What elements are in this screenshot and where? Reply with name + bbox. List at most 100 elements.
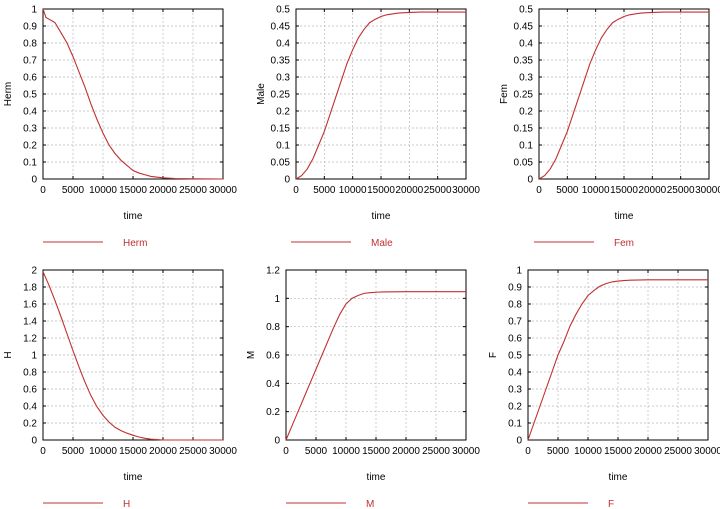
chart-2-x-tick-label: 0 (293, 185, 299, 196)
chart-3-y-tick-label: 0.3 (519, 73, 533, 84)
chart-5-series-line-1 (285, 291, 466, 441)
chart-2-y-tick-label: 0.1 (276, 141, 290, 152)
chart-6-x-tick-label: 30000 (694, 446, 720, 457)
chart-5-x-tick-label: 25000 (422, 446, 450, 457)
chart-6-x-tick-label: 5000 (547, 446, 570, 457)
chart-1: 0 5000 10000 15000 20000 25000 30000 0 0.1 0.2 0.3… (3, 5, 237, 250)
chart-2-x-tick-label: 30000 (452, 185, 480, 196)
chart-5-x-tick-label: 0 (283, 446, 289, 457)
chart-6-y-tick-label: 0.8 (508, 300, 522, 311)
chart-6-y-tick-label: 0.5 (508, 351, 522, 362)
chart-4-x-tick-label: 15000 (119, 446, 147, 457)
chart-1-y-tick-label: 0.2 (23, 141, 37, 152)
chart-3-y-tick-label: 0.15 (514, 124, 534, 135)
chart-3-x-tick-label: 30000 (695, 185, 720, 196)
chart-1-series-line-1 (42, 8, 224, 180)
chart-3-y-tick-label: 0.05 (514, 158, 534, 169)
chart-5-x-tick-label: 10000 (332, 446, 360, 457)
chart-6-x-tick-label: 25000 (664, 446, 692, 457)
chart-5-y-tick-label: 1.2 (266, 266, 280, 277)
chart-6-y-axis-label: F (488, 352, 499, 358)
chart-6-series-line-1 (527, 279, 708, 441)
chart-2-series-line-1 (295, 11, 466, 180)
chart-4-y-tick-label: 1.2 (23, 334, 37, 345)
chart-5-y-tick-label: 0.2 (266, 407, 280, 418)
chart-5-x-tick-label: 15000 (362, 446, 390, 457)
chart-1-y-tick-label: 1 (31, 5, 37, 16)
chart-1-y-tick-label: 0.9 (23, 22, 37, 33)
chart-2-y-tick-label: 0.25 (271, 90, 291, 101)
chart-4-y-tick-label: 0 (31, 436, 37, 447)
chart-4-x-tick-label: 20000 (149, 446, 177, 457)
chart-3-y-tick-label: 0.2 (519, 107, 533, 118)
chart-3-y-tick-label: 0.45 (514, 22, 534, 33)
chart-3-x-tick-label: 5000 (556, 185, 579, 196)
chart-1-x-tick-label: 25000 (179, 185, 207, 196)
chart-1-y-tick-label: 0.8 (23, 39, 37, 50)
chart-2-x-tick-label: 20000 (395, 185, 423, 196)
chart-5-x-tick-label: 30000 (452, 446, 480, 457)
chart-6-y-tick-label: 0.6 (508, 334, 522, 345)
chart-2-x-tick-label: 15000 (367, 185, 395, 196)
chart-3-x-tick-label: 25000 (667, 185, 695, 196)
chart-2-y-tick-label: 0.45 (271, 22, 291, 33)
chart-2-y-tick-label: 0.15 (271, 124, 291, 135)
chart-5-y-tick-label: 0.8 (266, 322, 280, 333)
chart-2-y-tick-label: 0.4 (276, 39, 290, 50)
chart-3-y-axis-label: Fem (499, 84, 510, 104)
chart-1-x-tick-label: 20000 (149, 185, 177, 196)
chart-2-x-tick-label: 25000 (424, 185, 452, 196)
chart-3-x-tick-label: 15000 (610, 185, 638, 196)
chart-3-y-tick-label: 0.5 (519, 5, 533, 16)
chart-1-y-tick-label: 0.1 (23, 158, 37, 169)
chart-3-x-tick-label: 20000 (638, 185, 666, 196)
chart-1-y-tick-label: 0.7 (23, 56, 37, 67)
chart-1-y-tick-label: 0 (31, 175, 37, 186)
chart-6-y-tick-label: 0.9 (508, 283, 522, 294)
chart-5-y-tick-label: 0.6 (266, 351, 280, 362)
chart-1-x-tick-label: 5000 (62, 185, 85, 196)
chart-6-y-tick-label: 0 (516, 436, 522, 447)
chart-2-y-tick-label: 0.2 (276, 107, 290, 118)
chart-6-y-tick-label: 0.2 (508, 402, 522, 413)
chart-5-x-tick-label: 5000 (305, 446, 328, 457)
chart-6-y-tick-label: 0.1 (508, 419, 522, 430)
chart-4-y-axis-label: H (3, 351, 14, 358)
chart-1-y-tick-label: 0.3 (23, 124, 37, 135)
chart-2-x-axis-label: time (372, 211, 391, 222)
chart-4-x-tick-label: 0 (40, 446, 46, 457)
chart-2-y-tick-label: 0.35 (271, 56, 291, 67)
chart-6-y-tick-label: 0.7 (508, 317, 522, 328)
chart-6-y-tick-label: 0.4 (508, 368, 522, 379)
chart-3-x-tick-label: 10000 (582, 185, 610, 196)
chart-4-y-tick-label: 0.2 (23, 419, 37, 430)
chart-2-y-tick-label: 0.3 (276, 73, 290, 84)
chart-1-legend-label: Herm (123, 238, 147, 249)
chart-1-x-tick-label: 15000 (119, 185, 147, 196)
chart-3-series-line-1 (538, 11, 709, 180)
chart-4-x-tick-label: 10000 (89, 446, 117, 457)
chart-1-y-tick-label: 0.6 (23, 73, 37, 84)
chart-2-y-tick-label: 0.5 (276, 5, 290, 16)
chart-4-x-tick-label: 25000 (179, 446, 207, 457)
chart-6-x-tick-label: 10000 (574, 446, 602, 457)
chart-4-legend-label: H (123, 499, 130, 509)
chart-1-y-tick-label: 0.5 (23, 90, 37, 101)
chart-3-y-tick-label: 0.1 (519, 141, 533, 152)
chart-4-y-tick-label: 0.4 (23, 402, 37, 413)
chart-5-y-tick-label: 1 (274, 294, 280, 305)
chart-4-x-tick-label: 5000 (62, 446, 85, 457)
chart-4-y-tick-label: 0.8 (23, 368, 37, 379)
chart-6-x-tick-label: 0 (525, 446, 531, 457)
chart-5-legend-label: M (366, 499, 374, 509)
chart-3-y-tick-label: 0 (527, 175, 533, 186)
chart-2-y-axis-label: Male (256, 83, 267, 105)
chart-6-y-tick-label: 1 (516, 266, 522, 277)
chart-4-y-tick-label: 1.8 (23, 283, 37, 294)
chart-2-y-tick-label: 0.05 (271, 158, 291, 169)
chart-2-y-tick-label: 0 (284, 175, 290, 186)
chart-2-x-tick-label: 10000 (339, 185, 367, 196)
chart-1-y-axis-label: Herm (3, 82, 14, 106)
